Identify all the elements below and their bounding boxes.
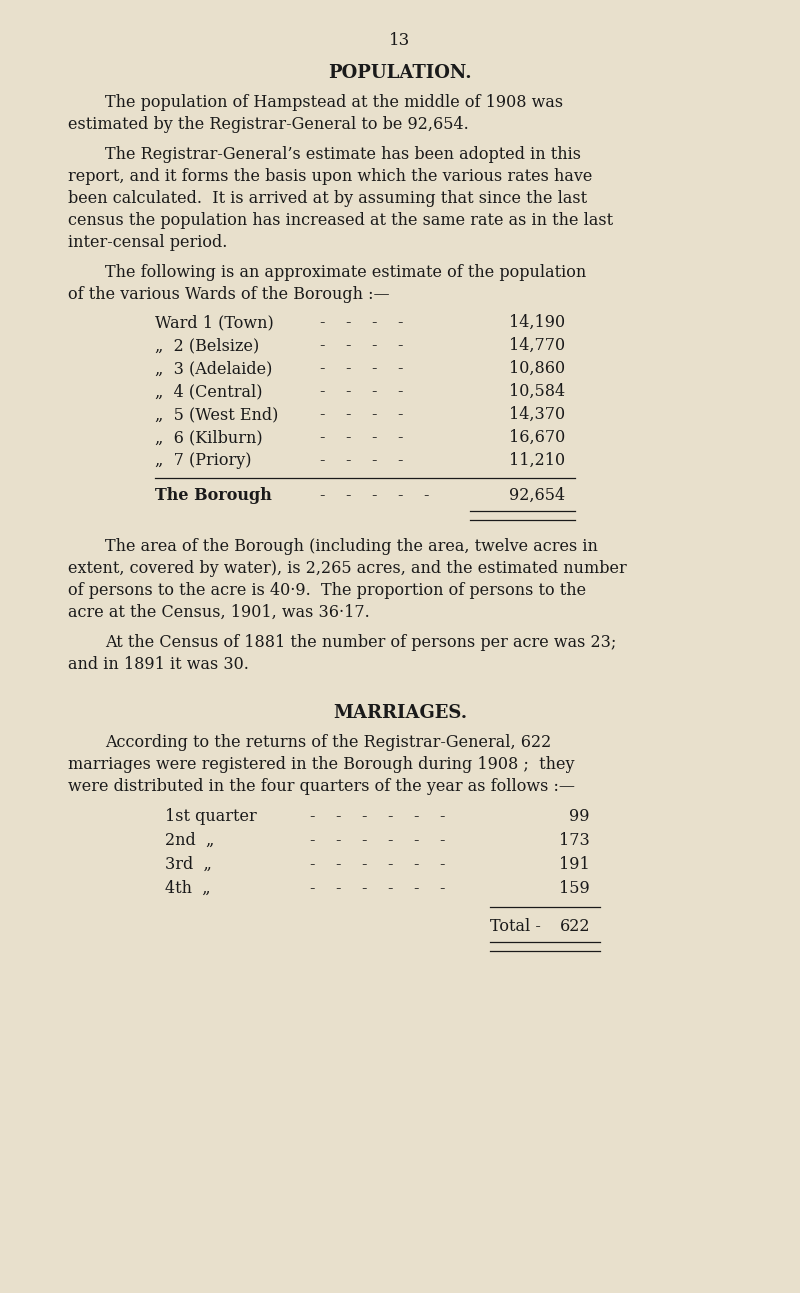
Text: 10,860: 10,860 <box>509 359 565 378</box>
Text: „  7 (Priory): „ 7 (Priory) <box>155 453 251 469</box>
Text: of the various Wards of the Borough :—: of the various Wards of the Borough :— <box>68 286 390 303</box>
Text: The Borough: The Borough <box>155 487 272 504</box>
Text: -    -    -    -: - - - - <box>320 406 403 423</box>
Text: „  2 (Belsize): „ 2 (Belsize) <box>155 337 259 354</box>
Text: -    -    -    -: - - - - <box>320 383 403 400</box>
Text: 99: 99 <box>570 808 590 825</box>
Text: 14,190: 14,190 <box>509 314 565 331</box>
Text: „  4 (Central): „ 4 (Central) <box>155 383 262 400</box>
Text: -    -    -    -: - - - - <box>320 453 403 469</box>
Text: 1st quarter: 1st quarter <box>165 808 257 825</box>
Text: The following is an approximate estimate of the population: The following is an approximate estimate… <box>105 264 586 281</box>
Text: At the Census of 1881 the number of persons per acre was 23;: At the Census of 1881 the number of pers… <box>105 634 616 650</box>
Text: The population of Hampstead at the middle of 1908 was: The population of Hampstead at the middl… <box>105 94 563 111</box>
Text: report, and it forms the basis upon which the various rates have: report, and it forms the basis upon whic… <box>68 168 592 185</box>
Text: -    -    -    -    -    -: - - - - - - <box>310 831 446 850</box>
Text: Ward 1 (Town): Ward 1 (Town) <box>155 314 274 331</box>
Text: 191: 191 <box>559 856 590 873</box>
Text: census the population has increased at the same rate as in the last: census the population has increased at t… <box>68 212 613 229</box>
Text: -    -    -    -: - - - - <box>320 314 403 331</box>
Text: 4th  „: 4th „ <box>165 881 210 897</box>
Text: 159: 159 <box>559 881 590 897</box>
Text: 173: 173 <box>559 831 590 850</box>
Text: estimated by the Registrar-General to be 92,654.: estimated by the Registrar-General to be… <box>68 116 469 133</box>
Text: -    -    -    -    -: - - - - - <box>320 487 430 504</box>
Text: and in 1891 it was 30.: and in 1891 it was 30. <box>68 656 249 672</box>
Text: inter-censal period.: inter-censal period. <box>68 234 227 251</box>
Text: MARRIAGES.: MARRIAGES. <box>333 703 467 721</box>
Text: 16,670: 16,670 <box>509 429 565 446</box>
Text: Total -: Total - <box>490 918 541 935</box>
Text: POPULATION.: POPULATION. <box>328 63 472 81</box>
Text: 14,370: 14,370 <box>509 406 565 423</box>
Text: of persons to the acre is 40·9.  The proportion of persons to the: of persons to the acre is 40·9. The prop… <box>68 582 586 599</box>
Text: -    -    -    -    -    -: - - - - - - <box>310 856 446 873</box>
Text: 92,654: 92,654 <box>509 487 565 504</box>
Text: marriages were registered in the Borough during 1908 ;  they: marriages were registered in the Borough… <box>68 756 574 773</box>
Text: -    -    -    -    -    -: - - - - - - <box>310 808 446 825</box>
Text: „  6 (Kilburn): „ 6 (Kilburn) <box>155 429 262 446</box>
Text: „  5 (West End): „ 5 (West End) <box>155 406 278 423</box>
Text: 622: 622 <box>559 918 590 935</box>
Text: 13: 13 <box>390 32 410 49</box>
Text: 10,584: 10,584 <box>509 383 565 400</box>
Text: 11,210: 11,210 <box>509 453 565 469</box>
Text: 2nd  „: 2nd „ <box>165 831 214 850</box>
Text: According to the returns of the Registrar-General, 622: According to the returns of the Registra… <box>105 734 551 751</box>
Text: -    -    -    -: - - - - <box>320 359 403 378</box>
Text: acre at the Census, 1901, was 36·17.: acre at the Census, 1901, was 36·17. <box>68 604 370 621</box>
Text: 3rd  „: 3rd „ <box>165 856 212 873</box>
Text: 14,770: 14,770 <box>509 337 565 354</box>
Text: extent, covered by water), is 2,265 acres, and the estimated number: extent, covered by water), is 2,265 acre… <box>68 560 626 577</box>
Text: „  3 (Adelaide): „ 3 (Adelaide) <box>155 359 272 378</box>
Text: been calculated.  It is arrived at by assuming that since the last: been calculated. It is arrived at by ass… <box>68 190 587 207</box>
Text: The area of the Borough (including the area, twelve acres in: The area of the Borough (including the a… <box>105 538 598 555</box>
Text: -    -    -    -    -    -: - - - - - - <box>310 881 446 897</box>
Text: -    -    -    -: - - - - <box>320 337 403 354</box>
Text: -    -    -    -: - - - - <box>320 429 403 446</box>
Text: were distributed in the four quarters of the year as follows :—: were distributed in the four quarters of… <box>68 778 575 795</box>
Text: The Registrar-General’s estimate has been adopted in this: The Registrar-General’s estimate has bee… <box>105 146 581 163</box>
